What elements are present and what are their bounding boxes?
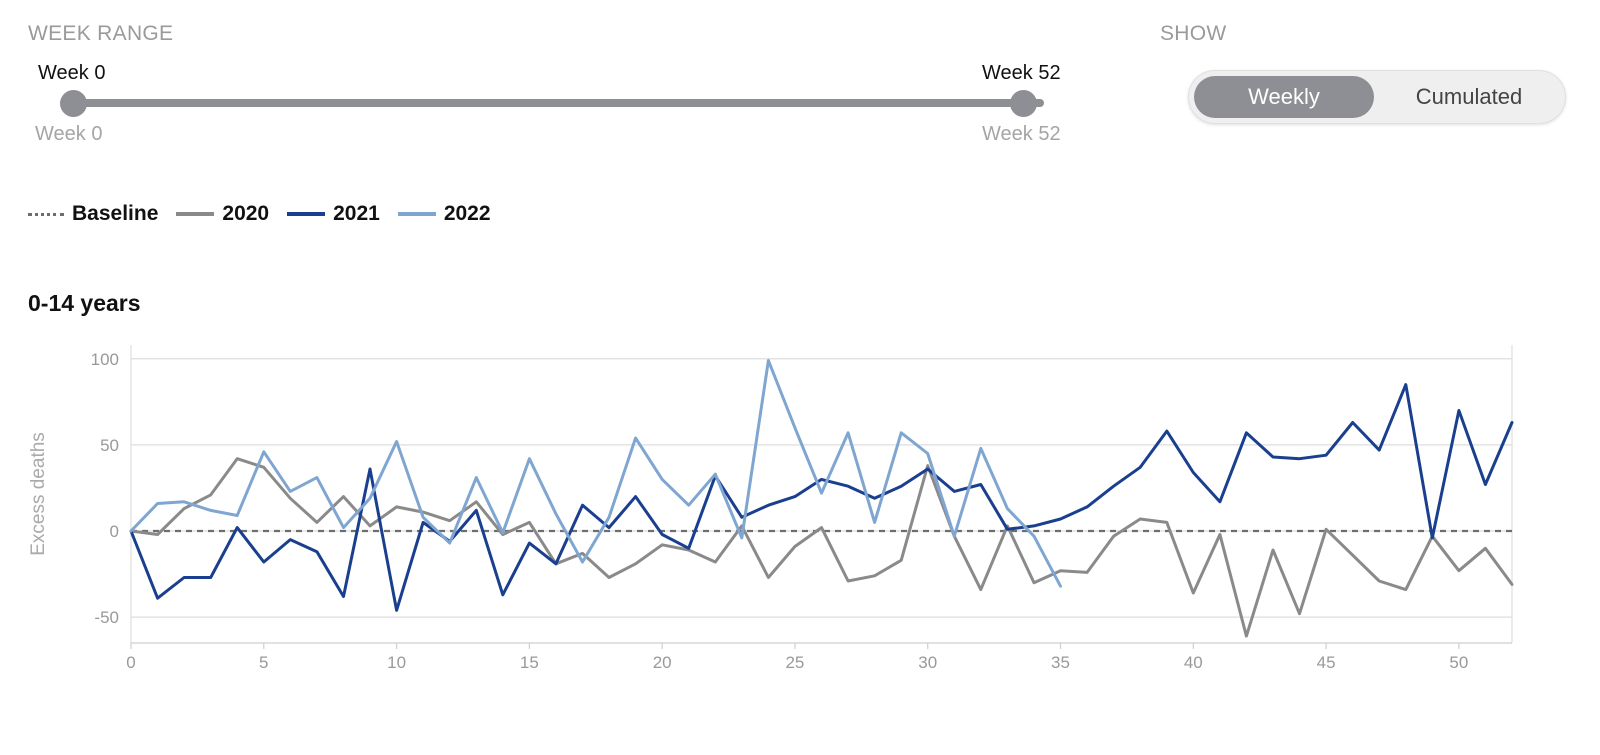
legend-item-baseline[interactable]: Baseline <box>28 202 158 226</box>
y-tick-label: 0 <box>110 522 119 541</box>
y-tick-label: -50 <box>94 608 119 627</box>
show-label: SHOW <box>1160 22 1227 45</box>
week-range-label: WEEK RANGE <box>28 22 174 45</box>
y-tick-label: 100 <box>91 350 119 369</box>
x-tick-label: 45 <box>1317 653 1336 672</box>
series-line-2022 <box>129 359 1062 588</box>
series-line-2020 <box>129 457 1514 638</box>
range-start-handle[interactable] <box>60 90 87 117</box>
legend-label-2020: 2020 <box>222 202 270 225</box>
y-tick-label: 50 <box>100 436 119 455</box>
excess-deaths-chart: -50 0 50 100 0 5 10 15 20 25 30 35 40 45 50 Excess deat… <box>28 345 1514 672</box>
legend-item-2020[interactable]: 2020 <box>176 202 269 226</box>
legend-item-2021[interactable]: 2021 <box>287 202 380 226</box>
range-min-label: Week 0 <box>35 123 103 145</box>
x-tick-label: 5 <box>259 653 268 672</box>
x-tick-label: 0 <box>126 653 135 672</box>
legend-label-2021: 2021 <box>333 202 380 225</box>
legend-swatch-baseline <box>28 212 64 216</box>
series-line-2021 <box>129 383 1514 612</box>
x-tick-label: 30 <box>918 653 937 672</box>
range-end-handle[interactable] <box>1010 90 1037 117</box>
weekly-button[interactable]: Weekly <box>1194 76 1374 118</box>
legend-swatch-2020 <box>176 212 215 216</box>
x-tick-label: 25 <box>785 653 804 672</box>
chart-title: 0-14 years <box>28 290 141 316</box>
x-tick-label: 35 <box>1051 653 1070 672</box>
x-tick-label: 40 <box>1184 653 1203 672</box>
range-end-value: Week 52 <box>982 62 1061 84</box>
legend-swatch-2021 <box>287 212 326 216</box>
x-tick-label: 15 <box>520 653 539 672</box>
legend-item-2022[interactable]: 2022 <box>397 202 491 226</box>
legend-label-baseline: Baseline <box>72 202 159 225</box>
range-slider-track[interactable] <box>74 99 1044 107</box>
chart-legend: Baseline 2020 2021 2022 <box>28 202 509 226</box>
range-max-label: Week 52 <box>982 123 1061 145</box>
y-axis-label: Excess deaths <box>28 432 49 556</box>
legend-label-2022: 2022 <box>443 202 491 225</box>
cumulated-button[interactable]: Cumulated <box>1415 84 1523 109</box>
range-start-value: Week 0 <box>38 62 106 84</box>
show-toggle: Weekly Cumulated <box>1188 70 1566 124</box>
x-tick-label: 50 <box>1449 653 1468 672</box>
x-tick-label: 10 <box>387 653 406 672</box>
x-tick-label: 20 <box>653 653 672 672</box>
legend-swatch-2022 <box>397 212 436 216</box>
